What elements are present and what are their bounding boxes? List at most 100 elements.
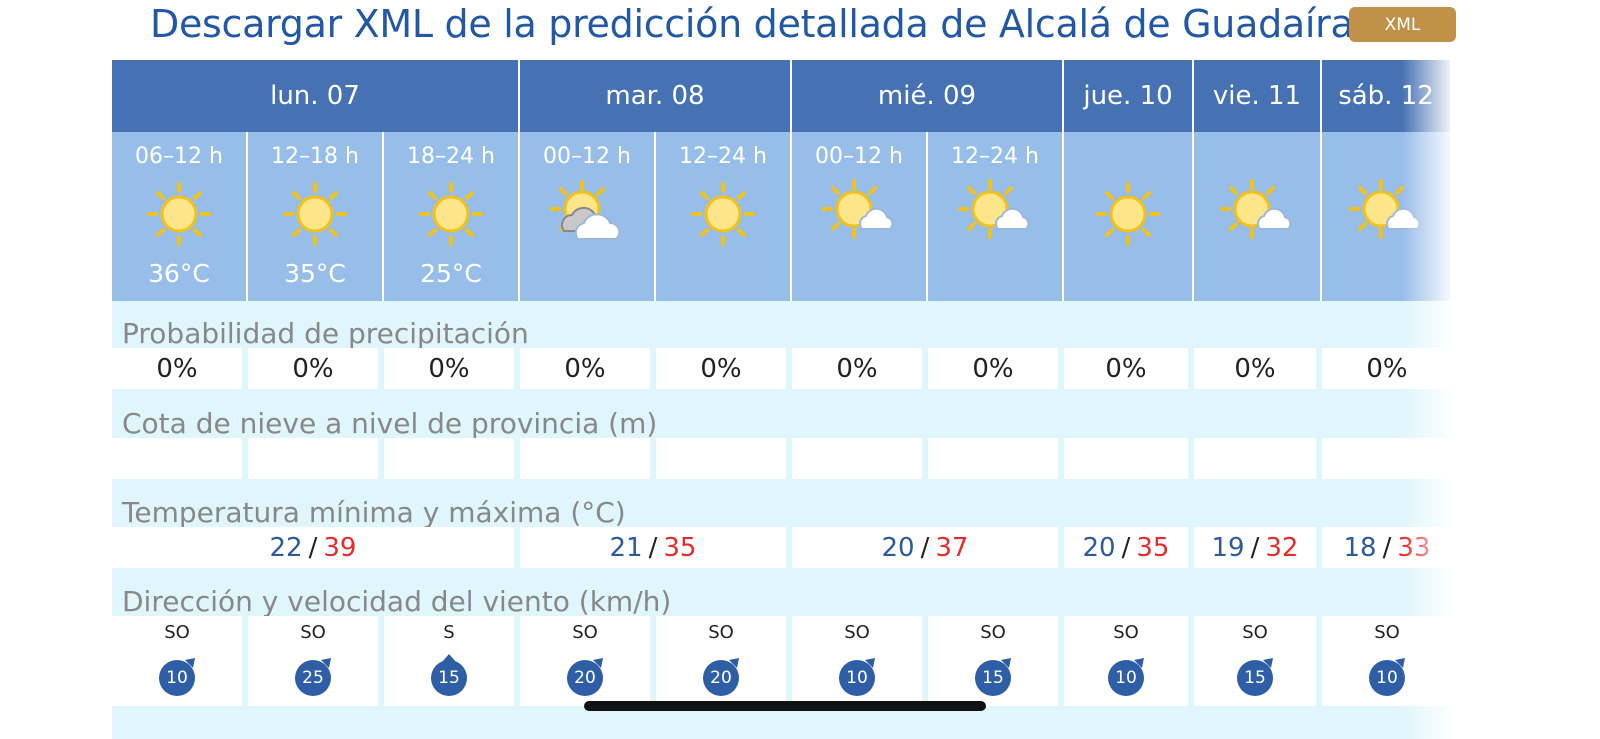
min-temp: 19 [1211, 532, 1245, 563]
snow-cell [112, 438, 242, 479]
day-header: jue. 10 [1064, 60, 1194, 132]
wind-direction: SO [1242, 622, 1268, 643]
sun-icon [691, 182, 755, 246]
day-header: lun. 07 [112, 60, 520, 132]
wind-speed-badge: 10 [839, 660, 875, 696]
max-temp: 37 [935, 532, 969, 563]
wind-direction: S [443, 622, 455, 643]
sun-small-cloud-icon [822, 179, 894, 239]
precipitation-label: Probabilidad de precipitación [122, 317, 529, 350]
period-cell: 06–12 h 36°C [112, 132, 248, 301]
minmax-cell: 19/32 [1194, 527, 1316, 568]
period-cell: 12–24 h [928, 132, 1064, 301]
page-title[interactable]: Descargar XML de la predicción detallada… [150, 2, 1354, 46]
wind-speed-badge: 20 [567, 660, 603, 696]
day-header: mar. 08 [520, 60, 792, 132]
period-cell: 00–12 h [520, 132, 656, 301]
wind-cell: SO 25 [248, 616, 378, 706]
snow-cell [656, 438, 786, 479]
wind-speed-badge: 20 [703, 660, 739, 696]
period-cell [1322, 132, 1452, 301]
max-temp: 33 [1397, 532, 1431, 563]
temp-separator: / [920, 532, 930, 563]
period-cell: 12–24 h [656, 132, 792, 301]
precipitation-cell: 0% [112, 348, 242, 389]
wind-cell: SO 10 [1322, 616, 1452, 706]
snow-cell [384, 438, 514, 479]
wind-section: Dirección y velocidad del viento (km/h) … [112, 570, 1452, 739]
wind-direction: SO [1113, 622, 1139, 643]
precipitation-section: Probabilidad de precipitación 0% 0% 0% 0… [112, 301, 1452, 391]
wind-speed-badge: 15 [1237, 660, 1273, 696]
sun-icon [419, 182, 483, 246]
snow-cell [1194, 438, 1316, 479]
wind-label: Dirección y velocidad del viento (km/h) [122, 585, 672, 618]
wind-arrow-northeast-icon [321, 658, 331, 668]
snow-cell [928, 438, 1058, 479]
header: Descargar XML de la predicción detallada… [0, 0, 1600, 56]
min-temp: 18 [1343, 532, 1377, 563]
wind-speed-badge: 15 [431, 660, 467, 696]
precipitation-cell: 0% [1194, 348, 1316, 389]
max-temp: 35 [1136, 532, 1170, 563]
period-cell [1064, 132, 1194, 301]
wind-speed-badge: 10 [1369, 660, 1405, 696]
wind-direction: SO [1374, 622, 1400, 643]
sun-icon [283, 182, 347, 246]
minmax-cell: 20/35 [1064, 527, 1188, 568]
min-temp: 20 [881, 532, 915, 563]
snow-cell [248, 438, 378, 479]
minmax-cell: 21/35 [520, 527, 786, 568]
wind-speed-badge: 10 [159, 660, 195, 696]
wind-arrow-northeast-icon [865, 658, 875, 668]
day-header: sáb. 12 [1322, 60, 1452, 132]
wind-speed-badge: 15 [975, 660, 1011, 696]
precipitation-cell: 0% [384, 348, 514, 389]
minmax-cell: 18/33 [1322, 527, 1452, 568]
period-time: 12–24 h [951, 144, 1039, 169]
wind-arrow-northeast-icon [1134, 658, 1144, 668]
period-cell: 18–24 h 25°C [384, 132, 520, 301]
wind-direction: SO [708, 622, 734, 643]
sun-icon [147, 182, 211, 246]
period-cell [1194, 132, 1322, 301]
snow-cell [792, 438, 922, 479]
sun-cloud-icon [550, 180, 621, 240]
temp-separator: / [1250, 532, 1260, 563]
period-time: 06–12 h [135, 144, 223, 169]
wind-arrow-northeast-icon [729, 658, 739, 668]
period-cell: 12–18 h 35°C [248, 132, 384, 301]
sun-small-cloud-icon [1349, 179, 1421, 239]
precipitation-cell: 0% [792, 348, 922, 389]
precipitation-cell: 0% [1322, 348, 1452, 389]
home-indicator[interactable] [584, 701, 986, 711]
period-temp: 25°C [420, 259, 482, 288]
wind-cell: SO 10 [112, 616, 242, 706]
wind-cell: SO 15 [1194, 616, 1316, 706]
sun-icon [1096, 182, 1160, 246]
temp-separator: / [648, 532, 658, 563]
period-time: 18–24 h [407, 144, 495, 169]
snow-cell [520, 438, 650, 479]
wind-cell: SO 20 [520, 616, 650, 706]
temp-separator: / [308, 532, 318, 563]
xml-download-button[interactable]: XML [1349, 7, 1456, 42]
precipitation-cell: 0% [656, 348, 786, 389]
day-header: mié. 09 [792, 60, 1064, 132]
day-header-row: lun. 07 mar. 08 mié. 09 jue. 10 vie. 11 … [112, 60, 1452, 132]
period-time: 12–24 h [679, 144, 767, 169]
min-temp: 22 [269, 532, 303, 563]
wind-direction: SO [980, 622, 1006, 643]
snow-section: Cota de nieve a nivel de provincia (m) [112, 391, 1452, 481]
period-time: 12–18 h [271, 144, 359, 169]
precipitation-cell: 0% [928, 348, 1058, 389]
temp-separator: / [1121, 532, 1131, 563]
wind-arrow-northeast-icon [185, 658, 195, 668]
wind-direction: SO [300, 622, 326, 643]
snow-label: Cota de nieve a nivel de provincia (m) [122, 407, 658, 440]
day-header: vie. 11 [1194, 60, 1322, 132]
wind-arrow-northeast-icon [593, 658, 603, 668]
forecast-table: lun. 07 mar. 08 mié. 09 jue. 10 vie. 11 … [112, 60, 1452, 739]
max-temp: 35 [663, 532, 697, 563]
period-row: 06–12 h 36°C 12–18 h [112, 132, 1452, 301]
